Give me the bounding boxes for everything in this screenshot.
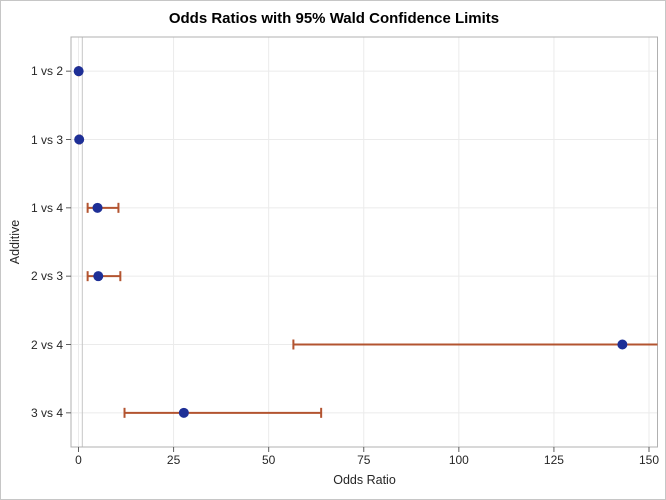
y-tick-label: 2 vs 3 xyxy=(30,269,63,284)
y-tick-label: 1 vs 3 xyxy=(30,132,63,147)
odds-ratio-marker xyxy=(92,202,103,213)
y-axis-title: Additive xyxy=(8,219,22,265)
x-tick-label: 25 xyxy=(166,453,181,467)
chart-title: Odds Ratios with 95% Wald Confidence Lim… xyxy=(168,10,500,27)
odds-ratio-marker xyxy=(74,134,85,145)
x-tick-label: 100 xyxy=(448,453,469,467)
odds-ratio-marker xyxy=(73,66,84,77)
y-tick-label: 1 vs 2 xyxy=(30,64,63,79)
x-tick-label: 150 xyxy=(638,453,660,467)
x-tick-label: 0 xyxy=(75,453,82,467)
odds-ratio-marker xyxy=(178,407,189,418)
y-tick-label: 2 vs 4 xyxy=(30,337,63,352)
odds-ratio-marker xyxy=(93,271,104,282)
x-tick-label: 125 xyxy=(543,453,564,467)
x-tick-label: 75 xyxy=(357,453,371,467)
odds-ratio-marker xyxy=(617,339,628,350)
y-tick-label: 3 vs 4 xyxy=(30,405,63,420)
y-tick-label: 1 vs 4 xyxy=(30,200,63,215)
x-axis-title: Odds Ratio xyxy=(333,473,396,487)
x-tick-label: 50 xyxy=(261,453,276,467)
